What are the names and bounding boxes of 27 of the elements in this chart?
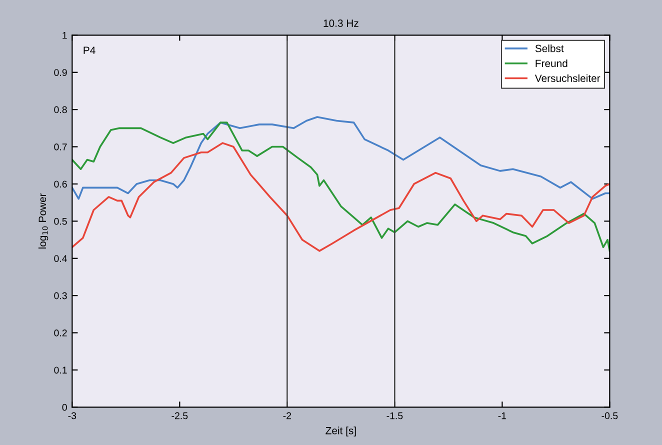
line-series bbox=[72, 122, 610, 252]
y-tick-label: 0.8 bbox=[54, 106, 67, 114]
y-axis-title: log$_{10}$ Power bbox=[38, 193, 48, 248]
line-series bbox=[72, 142, 610, 252]
legend-label: Versuchsleiter bbox=[534, 74, 600, 82]
y-tick-label: 0.1 bbox=[54, 366, 67, 374]
y-tick-label: 0.6 bbox=[54, 180, 67, 188]
y-tick-label: 0.9 bbox=[54, 69, 67, 76]
y-tick-label: 0.5 bbox=[54, 218, 67, 225]
legend-label: Freund bbox=[536, 59, 568, 68]
line-series bbox=[72, 116, 610, 200]
y-tick-label: 1 bbox=[62, 32, 67, 39]
y-tick-label: 0 bbox=[62, 404, 67, 411]
x-tick-label: -3 bbox=[68, 412, 76, 420]
y-tick-label: 0.7 bbox=[54, 143, 67, 150]
x-tick-label: -1 bbox=[498, 412, 506, 420]
y-tick-label: 0.3 bbox=[54, 292, 67, 300]
x-tick-label: -2 bbox=[283, 412, 292, 420]
annotation: P4 bbox=[84, 46, 96, 54]
x-tick-label: -2.5 bbox=[172, 412, 188, 420]
legend-label: Selbst bbox=[535, 44, 564, 52]
y-tick-label: 0.4 bbox=[54, 255, 68, 262]
y-tick-label: 0.2 bbox=[54, 330, 67, 336]
x-tick-label: -1.5 bbox=[386, 412, 403, 420]
x-axis-title: Zeit [s] bbox=[326, 426, 356, 436]
chart-title: 10.3 Hz bbox=[324, 20, 358, 27]
x-tick-label: -0.5 bbox=[602, 412, 618, 420]
